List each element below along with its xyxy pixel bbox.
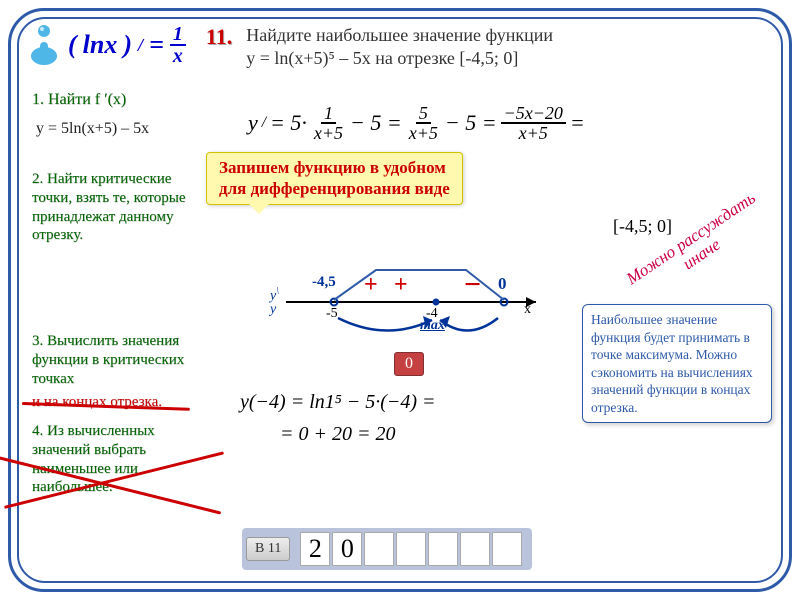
step-4: 4. Из вычисленных значений выбрать наиме…: [32, 422, 212, 497]
task-line2: y = ln(x+5)⁵ – 5x на отрезке [-4,5; 0]: [246, 48, 518, 68]
eq5dot: = 5·: [270, 110, 307, 136]
top-row: (lnx) / = 1 x 11. Найдите наибольшее знач…: [28, 24, 772, 71]
note-box: Наибольшее значение функция будет приним…: [582, 304, 772, 423]
x-label: x: [524, 302, 531, 318]
frac-1: 1 x+5: [311, 104, 346, 142]
y-label: y: [270, 302, 276, 318]
plus-2: +: [394, 272, 408, 299]
mid1: − 5 =: [350, 110, 402, 136]
plus-1: +: [364, 272, 378, 299]
mid2: − 5 =: [445, 110, 497, 136]
answer-cell-3: [396, 532, 426, 566]
answer-cell-4: [428, 532, 458, 566]
fraction-1-over-x: 1 x: [170, 24, 186, 66]
interval-label: [-4,5; 0]: [613, 216, 672, 237]
answer-cell-0: 2: [300, 532, 330, 566]
calc-l1: y(−4) = ln1⁵ − 5·(−4) =: [240, 391, 436, 413]
rotated-hint: Можно рассуждать иначе: [623, 189, 769, 304]
answer-cell-1: 0: [332, 532, 362, 566]
info-icon: [28, 24, 60, 66]
answer-label[interactable]: В 11: [246, 537, 290, 561]
lnx: lnx: [83, 30, 118, 60]
frac-2: 5 x+5: [406, 104, 441, 142]
pt-left: -4,5: [312, 274, 336, 291]
derivative-chain: y/ = 5· 1 x+5 − 5 = 5 x+5 − 5 = −5x−20 x…: [248, 104, 585, 142]
lnx-derivative-formula: (lnx) / = 1 x: [68, 24, 186, 66]
rot-l1: Можно рассуждать: [623, 188, 759, 288]
numerator: 1: [170, 24, 186, 46]
under-left: -5: [326, 306, 338, 322]
minus: −: [464, 268, 481, 302]
sign-diagram: y\ y -4,5 -5 -4 0 x + + − max: [276, 256, 556, 346]
answer-cell-2: [364, 532, 394, 566]
step-3: 3. Вычислить значения функции в критичес…: [32, 332, 212, 388]
frac-3: −5x−20 x+5: [501, 104, 566, 142]
prime: /: [262, 114, 266, 132]
pt-right: 0: [498, 274, 507, 294]
task-text: Найдите наибольшее значение функции y = …: [246, 24, 553, 71]
tail: =: [570, 110, 585, 136]
answer-strip: В 11 2 0: [242, 528, 532, 570]
callout-box: Запишем функцию в удобном для дифференци…: [206, 152, 463, 205]
step-2: 2. Найти критические точки, взять те, ко…: [32, 170, 190, 245]
denominator: x: [170, 46, 186, 66]
equals: =: [149, 30, 164, 60]
calc-at-minus4: y(−4) = ln1⁵ − 5·(−4) = = 0 + 20 = 20: [240, 386, 436, 450]
answer-cell-5: [460, 532, 490, 566]
y-var: y: [248, 110, 258, 136]
callout-l2: для дифференцирования виде: [219, 179, 450, 198]
paren-close: ): [123, 30, 132, 60]
max-label: max: [420, 318, 445, 334]
callout-l1: Запишем функцию в удобном: [219, 158, 446, 177]
zero-badge: 0: [394, 352, 424, 376]
task-line1: Найдите наибольшее значение функции: [246, 25, 553, 45]
y-expression: y = 5ln(x+5) – 5x: [36, 120, 149, 138]
paren-open: (: [68, 30, 77, 60]
calc-l2: = 0 + 20 = 20: [280, 423, 396, 445]
slide-content: (lnx) / = 1 x 11. Найдите наибольшее знач…: [28, 24, 772, 576]
answer-cell-6: [492, 532, 522, 566]
step-1: 1. Найти f ′(x): [32, 90, 126, 110]
prime-mark: /: [138, 35, 143, 56]
answer-cells: 2 0: [300, 532, 522, 566]
task-number: 11.: [206, 24, 232, 50]
